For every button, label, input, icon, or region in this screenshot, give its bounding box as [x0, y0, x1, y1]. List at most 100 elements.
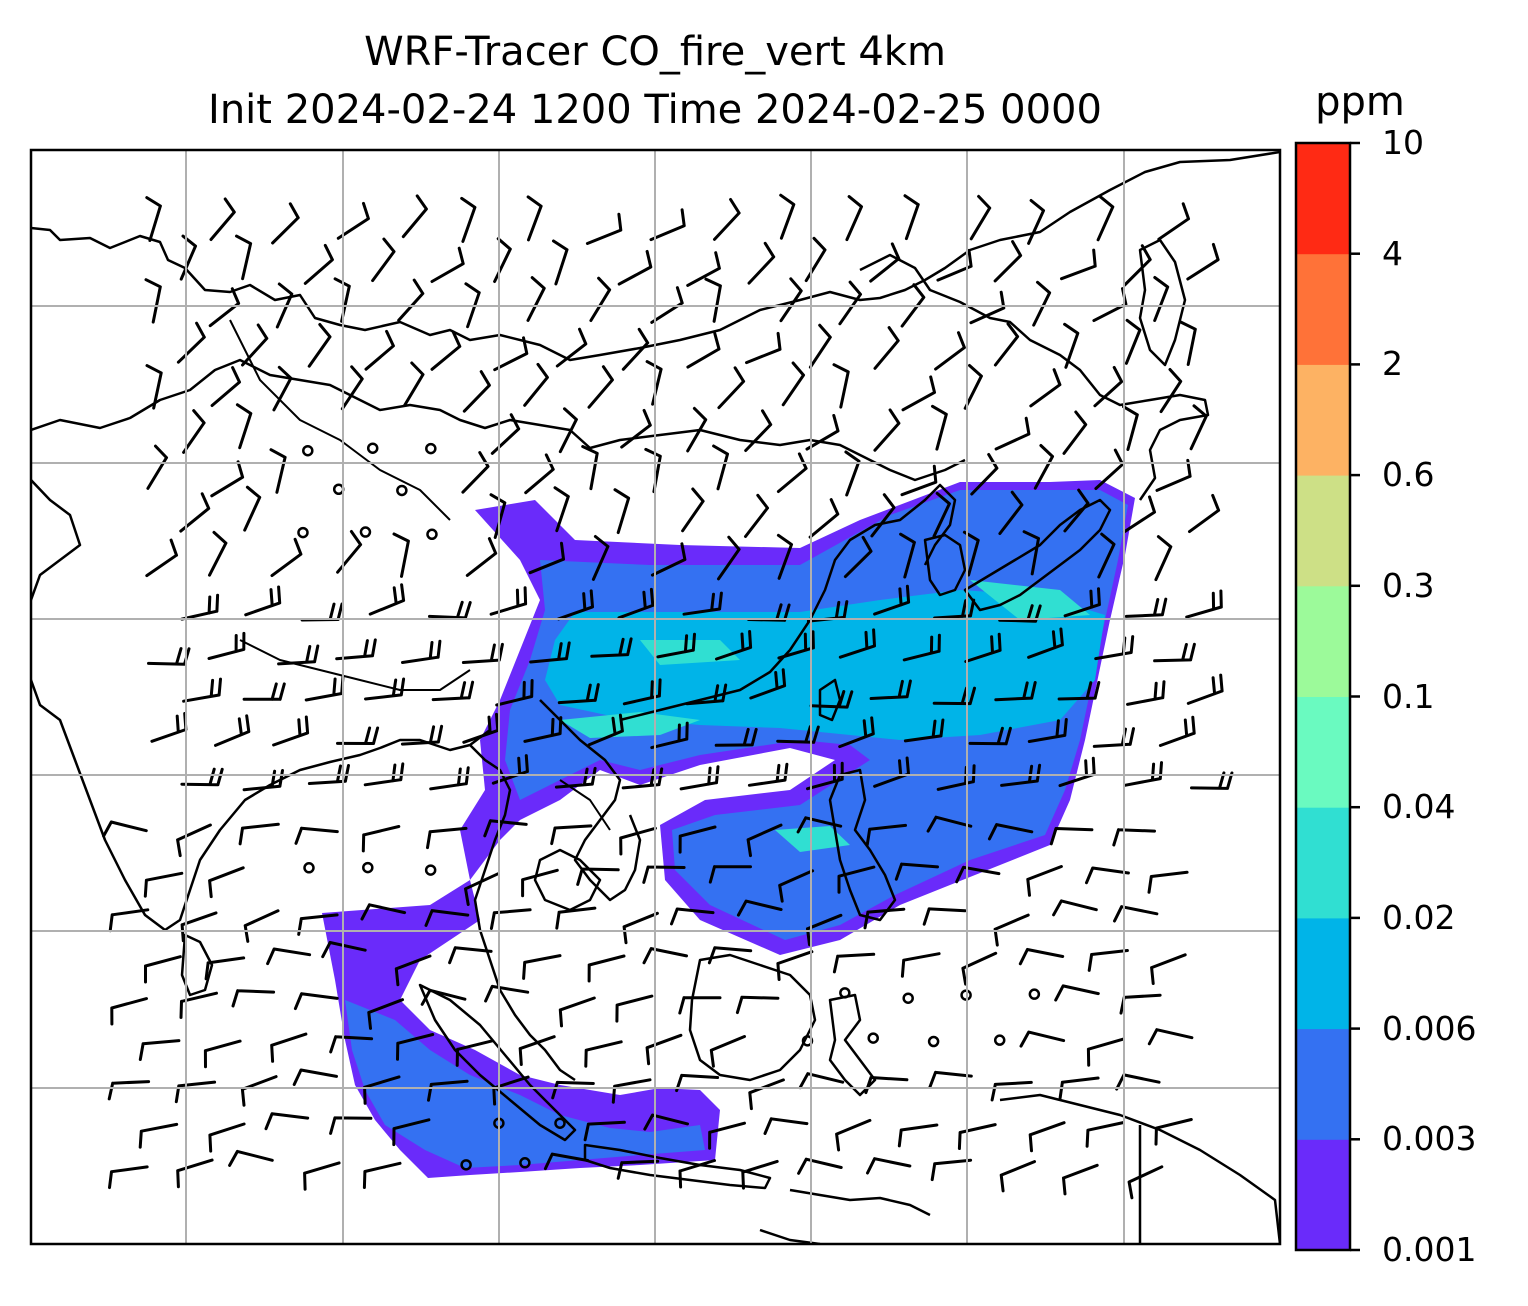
- wind-barb: [235, 403, 253, 450]
- calm-wind-marker: [839, 987, 851, 999]
- wind-barb: [736, 899, 783, 917]
- wind-barb: [518, 1035, 556, 1066]
- wind-barb: [180, 593, 220, 621]
- wind-barb: [894, 862, 939, 881]
- wind-barb: [489, 908, 532, 930]
- wind-barb: [922, 907, 967, 926]
- wind-barb: [143, 871, 184, 898]
- wind-barb: [176, 823, 212, 858]
- wind-barb: [873, 326, 900, 370]
- wind-barb: [551, 1080, 595, 1100]
- calm-wind-marker: [554, 1117, 566, 1129]
- coastline-java: [583, 1143, 772, 1190]
- wind-barb: [1147, 1028, 1194, 1046]
- wind-barb: [806, 761, 844, 791]
- wind-barb: [678, 825, 717, 854]
- wind-barb: [363, 762, 405, 787]
- calm-wind-marker: [359, 526, 372, 538]
- wind-barb: [704, 277, 722, 323]
- wind-barb: [934, 331, 966, 371]
- wind-barb: [493, 237, 512, 283]
- wind-barb: [1049, 827, 1094, 846]
- calm-wind-marker: [424, 864, 437, 876]
- wind-barb: [717, 366, 746, 410]
- wind-barb: [464, 282, 481, 329]
- wind-barb: [843, 535, 873, 579]
- wind-barb: [933, 598, 976, 620]
- wind-barb: [1179, 320, 1197, 366]
- wind-barb: [307, 764, 350, 785]
- coastline-china-east: [619, 483, 957, 722]
- plume-streak-4: [775, 826, 850, 852]
- wind-barb: [424, 909, 470, 927]
- wind-barb: [465, 537, 498, 577]
- wind-barb: [1112, 828, 1156, 847]
- wind-barb: [364, 329, 395, 371]
- wind-barb: [903, 194, 920, 241]
- wind-barb: [869, 242, 901, 283]
- wind-barb: [150, 712, 188, 743]
- wind-barb: [903, 718, 945, 743]
- coastline-sumatra: [418, 983, 577, 1142]
- wind-barb: [461, 642, 504, 664]
- wind-barb: [493, 336, 529, 372]
- wind-barb: [145, 196, 162, 242]
- wind-barb: [242, 769, 284, 792]
- wind-barb: [865, 823, 907, 847]
- wind-barb: [1158, 715, 1196, 747]
- wind-barb: [138, 1039, 181, 1061]
- wind-barb: [998, 490, 1024, 535]
- wind-barb: [209, 197, 236, 241]
- wind-barb: [622, 678, 662, 706]
- coastline-northwest: [31, 150, 1280, 362]
- wind-barb: [270, 1032, 308, 1063]
- wind-barb: [1085, 866, 1130, 885]
- wind-barb: [1060, 248, 1097, 281]
- wind-barb: [993, 240, 1023, 283]
- wind-barb: [798, 1072, 845, 1090]
- wind-barb: [360, 903, 407, 921]
- wind-barb: [461, 451, 490, 494]
- wind-barb: [844, 450, 861, 497]
- wind-barb: [1032, 280, 1052, 327]
- wind-barb: [1063, 488, 1090, 533]
- wind-barb: [1124, 597, 1168, 618]
- wind-barb: [400, 724, 444, 746]
- calm-wind-marker: [332, 483, 345, 496]
- wind-barb: [808, 323, 832, 369]
- wind-barb: [550, 824, 593, 846]
- calm-wind-marker: [1028, 988, 1041, 1000]
- coastline-new-guinea: [999, 1093, 1280, 1244]
- wind-barb: [964, 632, 1002, 663]
- wind-barb: [781, 361, 805, 407]
- calm-wind-marker: [993, 1034, 1006, 1046]
- wind-barb: [179, 991, 218, 1019]
- wind-barb: [329, 1035, 374, 1054]
- wind-barb: [300, 602, 344, 622]
- wind-barb: [552, 239, 569, 286]
- wind-barb: [210, 366, 241, 407]
- wind-barbs-layer: [102, 193, 1234, 1200]
- wind-barb: [961, 951, 998, 986]
- wind-barb: [524, 453, 555, 495]
- wind-barb: [1154, 1118, 1193, 1146]
- wind-barb: [361, 825, 401, 853]
- wind-barb: [708, 865, 752, 884]
- wind-barb: [1087, 949, 1129, 972]
- wind-barb: [240, 1075, 278, 1107]
- wind-barb: [526, 276, 546, 322]
- wind-barb: [1022, 530, 1040, 576]
- wind-barb: [462, 370, 491, 413]
- wind-barb: [275, 282, 294, 329]
- wind-barb: [464, 872, 500, 906]
- wind-barb: [838, 628, 876, 659]
- wind-barb: [558, 996, 596, 1028]
- coastline-lesser-sunda: [759, 1188, 931, 1244]
- colorbar-tick-label: 4: [1382, 233, 1403, 273]
- wind-barb: [643, 1113, 689, 1131]
- wind-barb: [932, 491, 951, 538]
- wind-barb: [145, 538, 178, 578]
- coastline-taiwan: [818, 678, 842, 722]
- wind-barb: [264, 1112, 310, 1131]
- plume-south-mid: [345, 1000, 705, 1168]
